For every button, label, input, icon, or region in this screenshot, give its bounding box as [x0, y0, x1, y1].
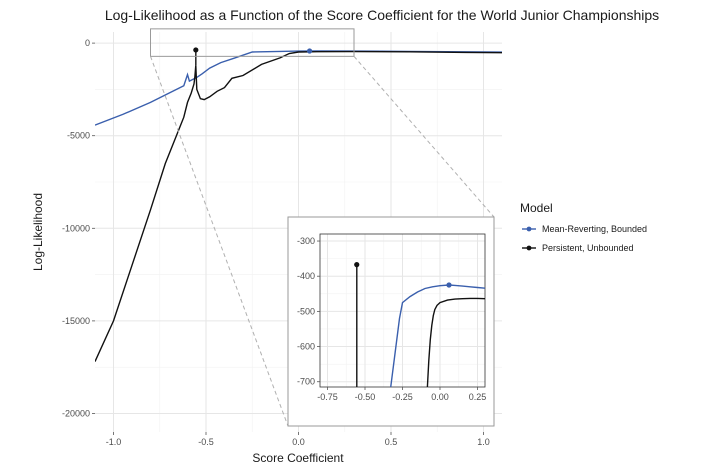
zoom-connector-left [150, 56, 289, 427]
legend: Model Mean-Reverting, Bounded Persistent… [520, 201, 647, 253]
series-layer [95, 47, 502, 362]
inset-x-tick-label: -0.50 [355, 392, 376, 402]
x-tick-label: 0.5 [385, 437, 398, 447]
legend-item-blue: Mean-Reverting, Bounded [522, 224, 647, 234]
series-line-black [95, 50, 502, 362]
legend-label-blue: Mean-Reverting, Bounded [542, 224, 647, 234]
legend-title: Model [520, 201, 553, 215]
inset-series-line-1 [426, 297, 485, 387]
chart-title: Log-Likelihood as a Function of the Scor… [105, 7, 659, 23]
inset-y-tick-label: -400 [297, 271, 315, 281]
inset-y-tick-label: -500 [297, 306, 315, 316]
inset-x-tick-label: 0.25 [469, 392, 487, 402]
inset-optimum-point-0 [446, 282, 452, 288]
inset-y-tick-label: -600 [297, 342, 315, 352]
optimum-point-blue [307, 48, 313, 54]
y-tick-label: -15000 [62, 316, 90, 326]
y-axis-ticks: 0 -5000 -10000 -15000 -20000 [62, 38, 95, 418]
x-tick-label: 0.0 [292, 437, 305, 447]
optimum-point-black [193, 47, 199, 53]
y-axis-label: Log-Likelihood [31, 193, 45, 271]
x-axis-label: Score Coefficient [252, 451, 344, 465]
x-tick-label: -0.5 [198, 437, 214, 447]
zoom-connector-right [353, 56, 495, 218]
legend-item-black: Persistent, Unbounded [522, 243, 634, 253]
y-tick-label: 0 [85, 38, 90, 48]
inset-zoom-panel: -0.75 -0.50 -0.25 0.00 0.25 -300 -400 -500 -600 -… [150, 56, 495, 427]
y-tick-label: -20000 [62, 408, 90, 418]
legend-label-black: Persistent, Unbounded [542, 243, 634, 253]
inset-x-tick-label: -0.25 [392, 392, 413, 402]
y-tick-label: -10000 [62, 223, 90, 233]
inset-y-tick-label: -700 [297, 377, 315, 387]
inset-series-line-0 [390, 284, 485, 387]
inset-y-tick-label: -300 [297, 236, 315, 246]
inset-x-tick-label: 0.00 [431, 392, 449, 402]
inset-x-tick-label: -0.75 [317, 392, 338, 402]
zoom-box [150, 28, 355, 57]
x-tick-label: -1.0 [106, 437, 122, 447]
inset-optimum-point-2 [354, 262, 360, 268]
y-tick-label: -5000 [67, 131, 90, 141]
x-tick-label: 1.0 [477, 437, 490, 447]
zoom-indicator [150, 28, 355, 57]
x-axis-ticks: -1.0 -0.5 0.0 0.5 1.0 [106, 432, 490, 447]
inset-frame [287, 216, 495, 427]
